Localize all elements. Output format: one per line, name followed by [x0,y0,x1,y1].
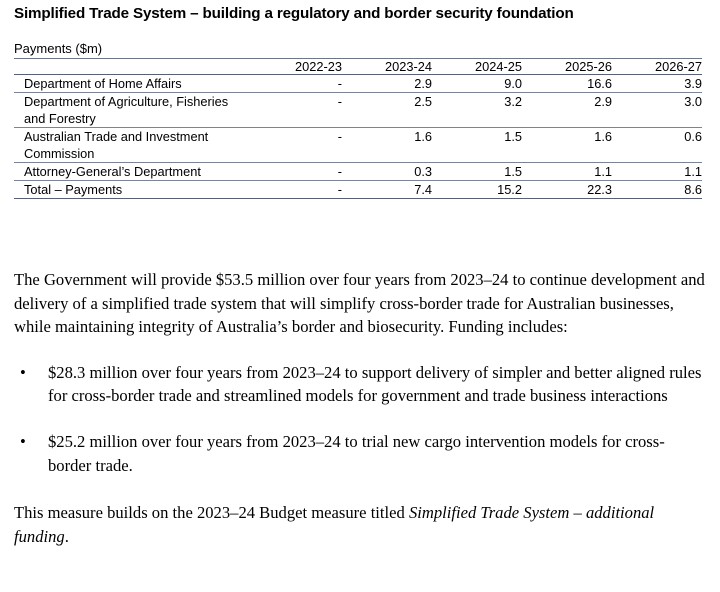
bullet-marker-icon: • [20,431,26,451]
table-row-total: Total – Payments - 7.4 15.2 22.3 8.6 [14,180,702,199]
column-header-2022-23: 2022-23 [295,59,342,74]
list-item-text: $25.2 million over four years from 2023–… [48,431,665,475]
table-row: Department of Agriculture, Fisheries and… [14,92,702,128]
row-value: 3.2 [504,94,522,109]
row-value: 1.5 [504,164,522,179]
closing-paragraph: This measure builds on the 2023–24 Budge… [14,501,706,548]
list-item-text: $28.3 million over four years from 2023–… [48,362,702,406]
row-value: 1.6 [594,129,612,144]
intro-paragraph: The Government will provide $53.5 millio… [14,270,705,337]
table-row: Attorney-General’s Department - 0.3 1.5 … [14,162,702,181]
row-value: - [337,129,342,144]
row-label: Australian Trade and Investment Commissi… [24,129,209,161]
page-title: Simplified Trade System – building a reg… [14,5,574,22]
row-value: 2.5 [414,94,432,109]
table-header: 2022-23 2023-24 2024-25 2025-26 2026-27 [14,58,702,75]
row-value: - [337,164,342,179]
row-label: Department of Agriculture, Fisheries and… [24,94,229,126]
row-value: 22.3 [587,182,612,197]
bullet-marker-icon: • [20,362,26,382]
row-value: 2.9 [594,94,612,109]
body-content: The Government will provide $53.5 millio… [14,268,706,548]
row-label: Department of Home Affairs [24,76,182,91]
row-value: - [337,76,342,91]
payments-table-container: 2022-23 2023-24 2024-25 2025-26 2026-27 … [14,58,702,199]
list-item: • $25.2 million over four years from 202… [14,430,706,477]
referenced-measure-title: Simplified Trade System – additional fun… [14,503,655,546]
row-value: 2.9 [414,76,432,91]
closing-suffix-text: . [64,526,69,546]
row-value: 0.3 [414,164,432,179]
table-row: Australian Trade and Investment Commissi… [14,127,702,163]
table-row: Department of Home Affairs - 2.9 9.0 16.… [14,74,702,93]
row-label: Attorney-General’s Department [24,164,201,179]
payments-table: 2022-23 2023-24 2024-25 2025-26 2026-27 … [14,58,702,199]
row-value: 1.1 [594,164,612,179]
closing-prefix-text: This measure builds on the 2023–24 Budge… [14,503,409,523]
row-value: 15.2 [497,182,522,197]
column-header-2025-26: 2025-26 [565,59,612,74]
column-header-2023-24: 2023-24 [385,59,432,74]
row-value: 3.9 [684,76,702,91]
column-header-label [14,59,252,75]
row-value: - [337,94,342,109]
row-value: 1.1 [684,164,702,179]
row-value: 8.6 [684,182,702,197]
table-bottom-rule [14,198,702,200]
table-body: Department of Home Affairs - 2.9 9.0 16.… [14,74,702,200]
table-header-row: 2022-23 2023-24 2024-25 2025-26 2026-27 [14,58,702,75]
row-value: - [337,182,342,197]
row-value: 7.4 [414,182,432,197]
column-header-2026-27: 2026-27 [655,59,702,74]
row-value: 16.6 [587,76,612,91]
row-label: Total – Payments [24,182,123,197]
spacer [14,199,702,200]
row-value: 0.6 [684,129,702,144]
funding-bullet-list: • $28.3 million over four years from 202… [14,361,706,477]
row-value: 1.5 [504,129,522,144]
row-value: 9.0 [504,76,522,91]
row-value: 3.0 [684,94,702,109]
list-item: • $28.3 million over four years from 202… [14,361,706,408]
column-header-2024-25: 2024-25 [475,59,522,74]
row-value: 1.6 [414,129,432,144]
table-caption: Payments ($m) [14,41,103,56]
